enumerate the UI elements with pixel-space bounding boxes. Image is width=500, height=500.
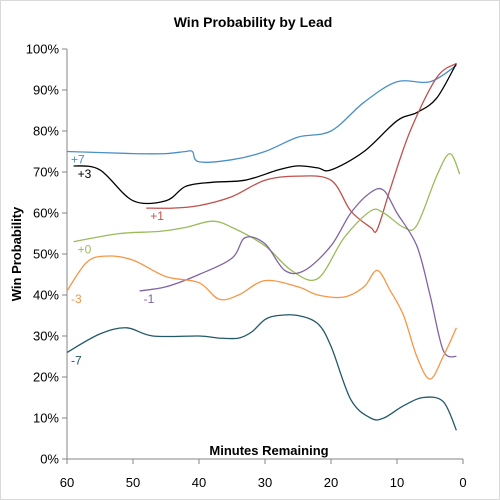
- series-label-minus3: -3: [71, 292, 82, 306]
- series-label-plus7: +7: [71, 153, 85, 167]
- y-tick-label: 50%: [33, 247, 59, 262]
- y-axis-title: Win Probability: [9, 206, 24, 301]
- series-line-minus7: [66, 314, 457, 431]
- series-line-minus1: [139, 187, 457, 358]
- x-tick-label: 10: [390, 475, 404, 490]
- x-axis-title: Minutes Remaining: [209, 443, 328, 458]
- tick-labels: 0% 10% 20% 30% 40% 50% 60% 70% 80% 90% 100% 60 50 40 3…: [26, 42, 467, 491]
- y-tick-label: 40%: [33, 288, 59, 303]
- x-tick-label: 20: [324, 475, 338, 490]
- series-label-minus7: -7: [71, 353, 82, 367]
- y-tick-label: 10%: [33, 411, 59, 426]
- series-line-plus3: [73, 63, 457, 205]
- y-tick-label: 80%: [33, 124, 59, 139]
- y-tick-label: 0%: [40, 452, 59, 467]
- x-tick-label: 60: [60, 475, 74, 490]
- series-line-plus7: [66, 64, 457, 163]
- y-tick-label: 20%: [33, 370, 59, 385]
- y-tick-label: 60%: [33, 206, 59, 221]
- series-labels: +7+3 +1 +0 -1 -3 -7: [71, 153, 164, 368]
- series-label-plus3: +3: [78, 167, 92, 181]
- x-tick-label: 0: [459, 475, 466, 490]
- x-tick-label: 30: [258, 475, 272, 490]
- series-line-plus0: [73, 152, 461, 282]
- chart-title: Win Probability by Lead: [174, 14, 333, 30]
- series-line-plus1: [146, 62, 457, 234]
- series-line-minus3: [66, 255, 457, 380]
- axes: [62, 48, 464, 464]
- y-tick-label: 70%: [33, 165, 59, 180]
- y-tick-label: 30%: [33, 329, 59, 344]
- series-label-plus0: +0: [78, 243, 92, 257]
- series-label-minus1: -1: [144, 292, 155, 306]
- y-tick-label: 90%: [33, 83, 59, 98]
- series-layer: [66, 62, 461, 431]
- series-label-plus1: +1: [150, 209, 164, 223]
- x-tick-label: 40: [192, 475, 206, 490]
- y-tick-label: 100%: [26, 42, 60, 57]
- x-tick-label: 50: [126, 475, 140, 490]
